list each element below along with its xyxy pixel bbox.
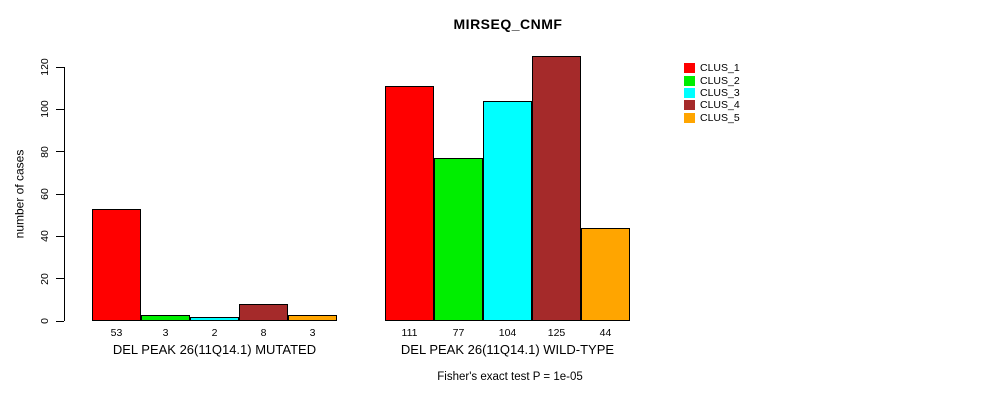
y-tick-20 [56,278,64,280]
y-tick-80 [56,151,64,153]
y-tick-label-0: 0 [39,318,51,324]
bar-value-clus-4-group2: 125 [547,327,566,339]
legend-label-clus-3: CLUS_3 [700,86,740,99]
bar-clus-2-group1 [141,314,190,321]
bar-value-clus-1-group2: 111 [401,327,418,339]
y-tick-label-20: 20 [39,272,51,285]
legend-swatch-clus-4 [684,100,695,111]
legend-item-clus-4: CLUS_4 [684,99,740,111]
bar-value-clus-3-group1: 2 [211,327,218,339]
bar-clus-1-group1 [92,208,141,321]
bar-clus-3-group1 [190,316,239,321]
legend-swatch-clus-2 [684,75,695,86]
legend-label-clus-5: CLUS_5 [700,111,740,124]
bar-value-clus-2-group1: 3 [162,327,169,339]
bar-value-clus-5-group2: 44 [599,327,612,339]
y-tick-label-100: 100 [39,100,51,119]
y-tick-40 [56,235,64,237]
y-tick-label-60: 60 [39,188,51,200]
legend-swatch-clus-3 [684,87,695,98]
bar-value-clus-2-group2: 77 [452,327,465,339]
legend-label-clus-4: CLUS_4 [700,99,740,112]
bar-clus-2-group2 [434,158,483,321]
group-label-1: DEL PEAK 26(11Q14.1) MUTATED [112,342,317,357]
bar-clus-5-group1 [288,314,337,321]
legend-swatch-clus-1 [684,63,695,74]
bar-clus-4-group1 [239,304,288,321]
legend-item-clus-2: CLUS_2 [684,74,740,87]
y-axis-title: number of cases [12,149,27,239]
y-tick-label-40: 40 [39,230,51,243]
bar-clus-3-group2 [483,100,532,321]
bar-value-clus-3-group2: 104 [498,327,517,339]
y-tick-label-80: 80 [39,145,51,158]
y-tick-0 [56,320,64,322]
bar-clus-1-group2 [385,86,434,321]
legend-label-clus-1: CLUS_1 [700,62,740,75]
chart-title: MIRSEQ_CNMF [453,16,563,32]
bar-value-clus-1-group1: 53 [110,327,123,339]
legend-swatch-clus-5 [684,112,695,123]
fisher-test-caption: Fisher's exact test P = 1e-05 [437,371,583,383]
y-tick-120 [56,66,64,68]
bar-value-clus-4-group1: 8 [260,327,267,339]
group-label-2: DEL PEAK 26(11Q14.1) WILD-TYPE [400,342,615,357]
legend-label-clus-2: CLUS_2 [700,74,740,87]
legend-item-clus-1: CLUS_1 [684,62,740,74]
legend-item-clus-3: CLUS_3 [684,87,740,99]
legend: CLUS_1 CLUS_2 CLUS_3 CLUS_4 CLUS_5 [684,62,740,124]
bar-clus-4-group2 [532,56,581,321]
bar-clus-5-group2 [581,227,630,321]
y-tick-60 [56,193,64,195]
y-tick-label-120: 120 [39,58,51,76]
y-axis-line [64,67,65,321]
bar-value-clus-5-group1: 3 [309,327,316,339]
legend-item-clus-5: CLUS_5 [684,112,740,124]
y-tick-100 [56,108,64,110]
